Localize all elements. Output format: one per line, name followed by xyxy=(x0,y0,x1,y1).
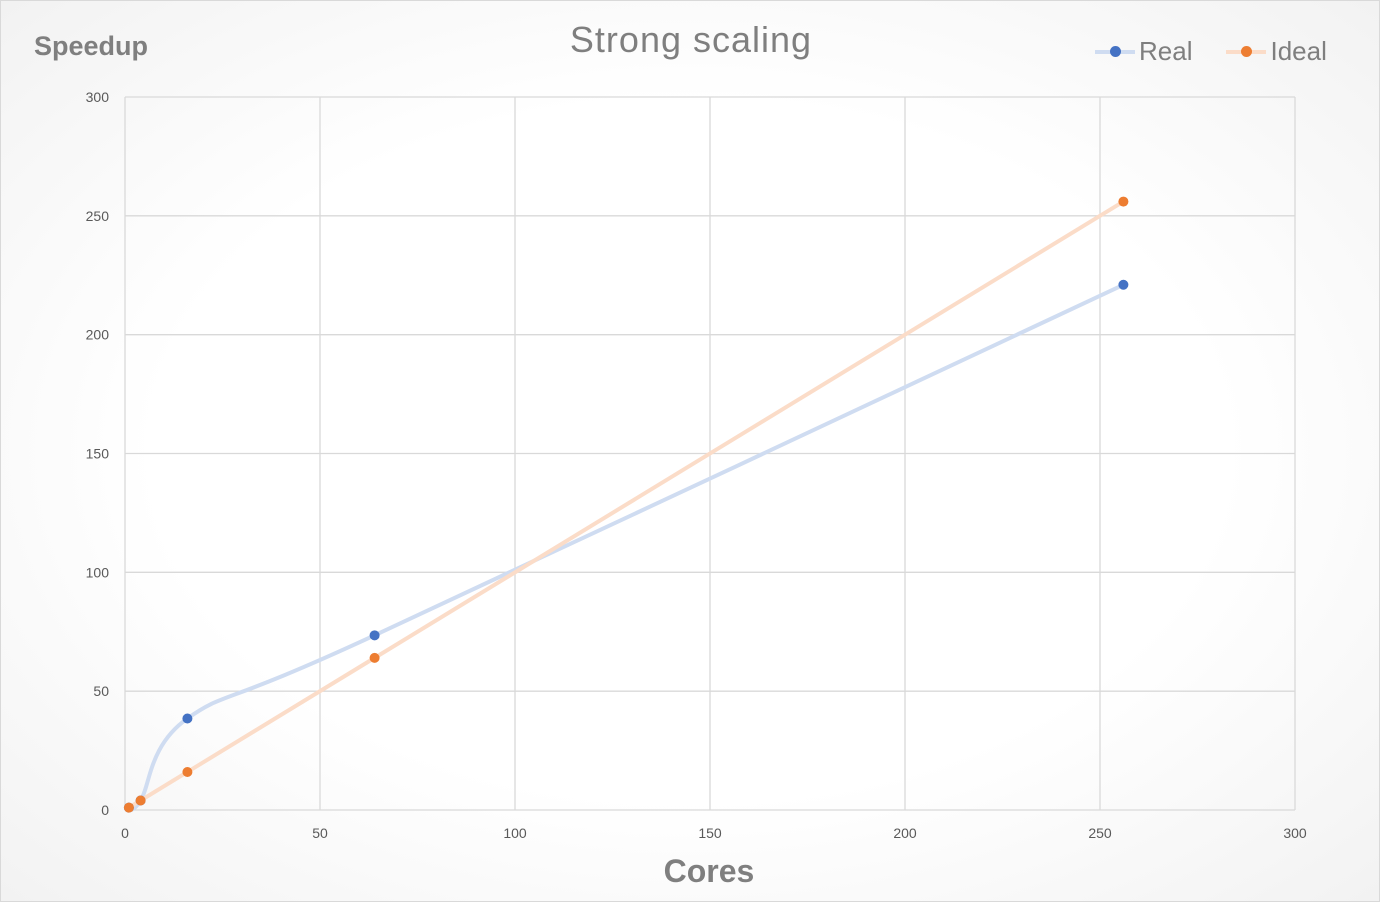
y-tick-label: 200 xyxy=(86,327,110,343)
data-point-real xyxy=(1118,279,1129,290)
data-point-ideal xyxy=(369,652,380,663)
legend-label-ideal: Ideal xyxy=(1270,36,1327,66)
legend-item-real: Real xyxy=(1095,36,1192,67)
data-point-real xyxy=(369,630,380,641)
series-line-real xyxy=(126,282,1126,812)
x-tick-label: 0 xyxy=(121,825,129,841)
series-line-ideal xyxy=(126,199,1126,810)
legend-swatch-ideal xyxy=(1226,45,1267,57)
data-point-real xyxy=(182,713,193,724)
x-tick-label: 250 xyxy=(1088,825,1112,841)
legend-marker-ideal xyxy=(1241,45,1253,57)
data-point-ideal xyxy=(123,802,134,813)
data-point-ideal xyxy=(135,795,146,806)
x-axis-title: Cores xyxy=(663,853,755,889)
x-tick-label: 150 xyxy=(698,825,722,841)
y-tick-label: 100 xyxy=(86,564,110,580)
y-axis-title: Speedup xyxy=(34,31,149,61)
legend-swatch-real xyxy=(1095,45,1135,57)
x-tick-label: 100 xyxy=(503,825,527,841)
legend-label-real: Real xyxy=(1139,36,1193,66)
legend-marker-real xyxy=(1110,45,1121,57)
x-tick-label: 200 xyxy=(893,825,917,841)
x-tick-label: 50 xyxy=(312,825,328,841)
y-tick-label: 250 xyxy=(86,208,110,224)
data-point-ideal xyxy=(182,766,193,777)
y-tick-label: 50 xyxy=(93,683,109,699)
y-tick-label: 150 xyxy=(86,446,110,462)
chart-title: Strong scaling xyxy=(569,19,813,60)
legend-item-ideal: Ideal xyxy=(1226,36,1327,67)
x-tick-label: 300 xyxy=(1283,825,1307,841)
legend: Real Ideal xyxy=(1095,36,1361,67)
data-point-ideal xyxy=(1118,196,1129,207)
y-tick-label: 300 xyxy=(86,89,110,105)
y-tick-label: 0 xyxy=(101,802,109,818)
